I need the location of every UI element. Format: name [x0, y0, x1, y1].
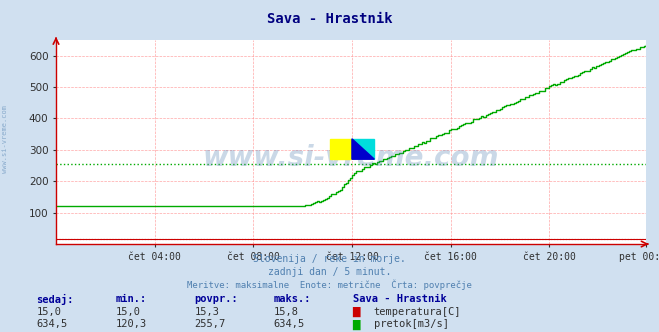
- Text: www.si-vreme.com: www.si-vreme.com: [2, 106, 9, 173]
- Bar: [330, 139, 351, 159]
- Text: sedaj:: sedaj:: [36, 294, 74, 305]
- Polygon shape: [352, 139, 374, 159]
- Text: min.:: min.:: [115, 294, 146, 304]
- Text: Slovenija / reke in morje.: Slovenija / reke in morje.: [253, 254, 406, 264]
- Text: www.si-vreme.com: www.si-vreme.com: [203, 144, 499, 172]
- Text: 634,5: 634,5: [36, 319, 67, 329]
- Text: █: █: [353, 319, 360, 330]
- Text: 634,5: 634,5: [273, 319, 304, 329]
- Text: temperatura[C]: temperatura[C]: [374, 307, 461, 317]
- Polygon shape: [352, 139, 374, 159]
- Text: 15,3: 15,3: [194, 307, 219, 317]
- Text: 15,0: 15,0: [36, 307, 61, 317]
- Text: povpr.:: povpr.:: [194, 294, 238, 304]
- Text: Sava - Hrastnik: Sava - Hrastnik: [353, 294, 446, 304]
- Text: 15,0: 15,0: [115, 307, 140, 317]
- Text: pretok[m3/s]: pretok[m3/s]: [374, 319, 449, 329]
- Text: █: █: [353, 307, 360, 317]
- Text: Meritve: maksimalne  Enote: metrične  Črta: povprečje: Meritve: maksimalne Enote: metrične Črta…: [187, 279, 472, 290]
- Text: zadnji dan / 5 minut.: zadnji dan / 5 minut.: [268, 267, 391, 277]
- Text: Sava - Hrastnik: Sava - Hrastnik: [267, 12, 392, 26]
- Text: 255,7: 255,7: [194, 319, 225, 329]
- Text: 15,8: 15,8: [273, 307, 299, 317]
- Text: maks.:: maks.:: [273, 294, 311, 304]
- Text: 120,3: 120,3: [115, 319, 146, 329]
